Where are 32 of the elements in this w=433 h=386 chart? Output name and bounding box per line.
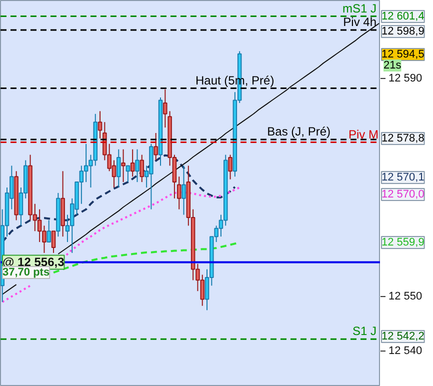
candlestick bbox=[135, 148, 140, 183]
text: 12 594,5 bbox=[382, 48, 424, 60]
ref-line-label: Bas (J, Pré) bbox=[267, 124, 331, 139]
candlestick bbox=[154, 132, 158, 161]
candlestick bbox=[176, 176, 182, 210]
ref-line-label: mS1 J bbox=[342, 1, 377, 16]
text: 12 601,4 bbox=[382, 10, 424, 22]
ref-line-label: Piv M bbox=[348, 127, 379, 142]
ref-line-label: S1 J bbox=[352, 324, 377, 338]
candlestick bbox=[51, 230, 56, 254]
candlestick bbox=[116, 148, 121, 188]
candlestick bbox=[182, 165, 186, 216]
candlestick bbox=[46, 220, 51, 243]
candlestick bbox=[121, 148, 126, 183]
candlestick bbox=[126, 165, 130, 183]
text: 12 570,0 bbox=[382, 188, 424, 200]
annotation: 37,70 pts bbox=[2, 266, 50, 278]
candlestick bbox=[98, 110, 102, 139]
y-tick-label: 12 540 bbox=[388, 345, 422, 358]
text: 21s bbox=[384, 60, 402, 72]
candlestick bbox=[140, 154, 144, 183]
text: 12 578,8 bbox=[382, 132, 424, 144]
ref-line-label: Piv 4h bbox=[343, 14, 377, 29]
candlestick bbox=[228, 154, 232, 180]
text: 12 559,9 bbox=[382, 236, 424, 248]
candlestick bbox=[163, 88, 168, 128]
text: 12 570,1 bbox=[382, 172, 424, 184]
y-tick-label: 12 550 bbox=[388, 290, 422, 303]
text: 12 542,2 bbox=[382, 330, 424, 342]
candlestick bbox=[130, 148, 135, 178]
text: 12 598,9 bbox=[382, 26, 424, 38]
y-tick-label: 12 590 bbox=[388, 72, 422, 84]
